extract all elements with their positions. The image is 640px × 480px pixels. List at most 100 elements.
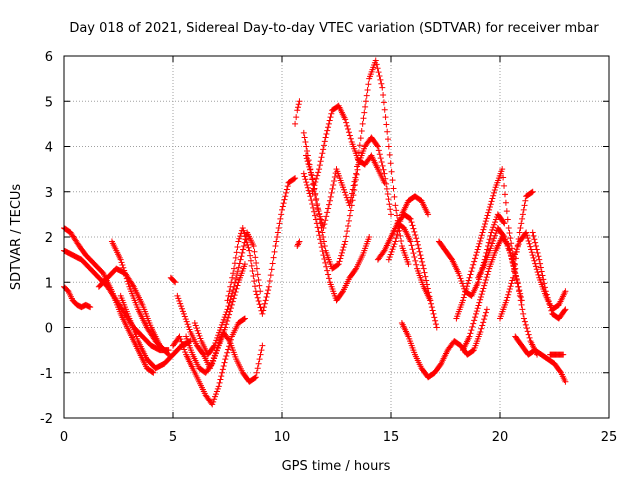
data-point <box>295 101 302 108</box>
data-point <box>462 288 469 295</box>
data-point <box>340 186 347 193</box>
data-point <box>178 303 185 310</box>
data-point <box>378 159 385 166</box>
data-point <box>256 356 263 363</box>
data-point <box>382 114 389 121</box>
x-tick-label: 5 <box>169 430 177 445</box>
data-point <box>492 230 499 237</box>
data-point <box>356 142 363 149</box>
data-point <box>323 263 330 270</box>
data-point <box>242 233 249 240</box>
data-point <box>309 188 316 195</box>
data-point <box>459 280 466 287</box>
data-point <box>562 288 569 295</box>
data-series-track-05 <box>108 238 168 354</box>
data-point <box>407 215 414 222</box>
data-point <box>273 238 280 245</box>
data-point <box>532 243 539 250</box>
data-series-track-06 <box>117 292 194 372</box>
data-point <box>318 224 325 231</box>
data-point <box>320 142 327 149</box>
x-axis-label: GPS time / hours <box>282 459 391 474</box>
y-tick-label: -1 <box>40 367 53 382</box>
data-point <box>317 158 324 165</box>
y-tick-label: 0 <box>45 322 53 337</box>
data-point <box>295 240 302 247</box>
data-point <box>281 196 288 203</box>
data-point <box>301 173 308 180</box>
x-tick-label: 15 <box>383 430 400 445</box>
data-point <box>530 232 537 239</box>
data-point <box>372 57 379 64</box>
data-point <box>214 385 221 392</box>
data-point <box>150 369 157 376</box>
data-point <box>241 315 248 322</box>
data-point <box>459 297 466 304</box>
data-point <box>378 80 385 87</box>
data-point <box>252 374 259 381</box>
data-point <box>366 234 373 240</box>
data-point <box>424 285 431 292</box>
data-point <box>515 241 522 248</box>
data-point <box>501 182 508 189</box>
data-point <box>491 235 498 242</box>
data-point <box>87 304 94 311</box>
data-point <box>321 255 328 262</box>
data-point <box>345 223 352 230</box>
data-point <box>410 250 417 257</box>
data-point <box>215 332 222 339</box>
data-point <box>426 293 433 300</box>
data-point <box>322 217 329 224</box>
data-point <box>475 302 482 309</box>
data-point <box>522 321 529 328</box>
data-point <box>262 297 269 304</box>
data-point <box>392 202 399 209</box>
data-point <box>387 160 394 167</box>
data-point <box>247 257 254 264</box>
data-point <box>491 187 498 194</box>
data-point <box>413 235 420 242</box>
data-point <box>231 279 238 286</box>
data-point <box>473 310 480 317</box>
data-point <box>231 260 238 267</box>
data-point <box>322 259 329 266</box>
data-point <box>480 226 487 233</box>
data-point <box>349 186 356 193</box>
data-point <box>385 196 392 203</box>
data-point <box>213 337 220 344</box>
data-point <box>320 234 327 240</box>
data-point <box>266 277 273 284</box>
data-point <box>466 274 473 281</box>
data-point <box>474 305 481 312</box>
data-point <box>252 288 259 295</box>
data-point <box>303 155 310 162</box>
data-point <box>319 248 326 255</box>
data-point <box>492 232 499 239</box>
data-point <box>307 193 314 200</box>
data-point <box>283 186 290 193</box>
data-point <box>232 254 239 261</box>
data-point <box>256 282 263 289</box>
data-point <box>521 202 528 209</box>
data-point <box>228 293 235 300</box>
data-point <box>511 254 518 261</box>
data-point <box>499 166 506 173</box>
data-point <box>211 355 218 362</box>
data-point <box>504 216 511 223</box>
data-series-track-30 <box>512 333 569 385</box>
data-point <box>410 225 417 232</box>
data-point <box>429 307 436 314</box>
data-point <box>179 341 186 348</box>
data-series-track-28 <box>510 229 569 313</box>
data-point <box>380 92 387 99</box>
data-point <box>231 265 238 272</box>
data-point <box>177 300 184 307</box>
plot-frame <box>63 55 610 419</box>
data-point <box>517 224 524 231</box>
data-point <box>331 174 338 181</box>
data-point <box>184 321 191 328</box>
data-point <box>246 247 253 254</box>
data-point <box>239 224 246 231</box>
data-point <box>381 170 388 177</box>
data-point <box>219 319 226 326</box>
